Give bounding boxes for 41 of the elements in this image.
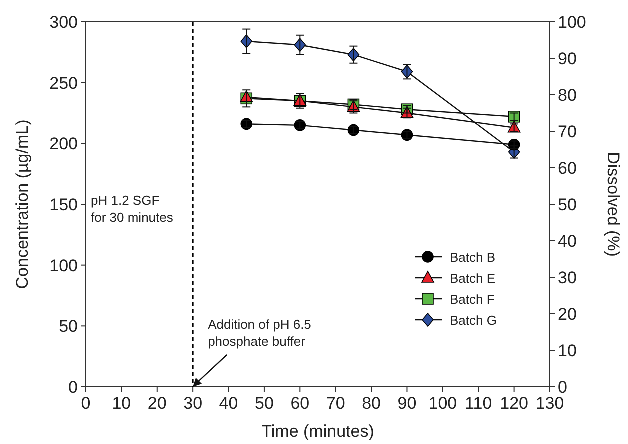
y2-tick-label: 100 xyxy=(558,13,586,32)
annotation: Addition of pH 6.5 phosphate buffer xyxy=(208,317,312,349)
y-tick-label: 0 xyxy=(68,378,78,397)
legend-label: Batch E xyxy=(450,271,496,286)
y-axis-title: Concentration (µg/mL) xyxy=(13,120,32,290)
x-tick-label: 100 xyxy=(428,394,458,413)
legend-label: Batch G xyxy=(450,313,497,328)
y2-tick-label: 30 xyxy=(558,268,577,288)
x-tick-label: 20 xyxy=(148,394,167,413)
x-tick-label: 40 xyxy=(219,394,238,413)
y-tick-label: 300 xyxy=(50,13,78,32)
y-tick-label: 200 xyxy=(50,134,78,154)
x-tick-label: 130 xyxy=(536,394,564,413)
y2-tick-label: 20 xyxy=(558,305,577,324)
x-tick-label: 90 xyxy=(398,394,417,413)
y-tick-label: 100 xyxy=(50,256,78,276)
x-tick-label: 120 xyxy=(500,394,528,413)
x-tick-label: 60 xyxy=(290,394,310,413)
y-tick-label: 50 xyxy=(59,317,78,336)
x-tick-label: 50 xyxy=(255,394,274,413)
y2-tick-label: 90 xyxy=(558,50,577,68)
y2-tick-label: 40 xyxy=(558,232,577,251)
y2-tick-label: 80 xyxy=(558,86,577,105)
y2-tick-label: 10 xyxy=(558,342,577,360)
y2-tick-label: 0 xyxy=(558,378,568,397)
x-tick-label: 10 xyxy=(112,394,132,413)
y2-tick-label: 70 xyxy=(558,122,577,142)
y2-axis-title: Dissolved (%) xyxy=(604,152,623,257)
x-tick-label: 80 xyxy=(362,394,381,413)
x-tick-label: 70 xyxy=(326,394,346,413)
legend-label: Batch F xyxy=(450,292,495,307)
y-tick-label: 250 xyxy=(50,74,78,93)
x-axis-title: Time (minutes) xyxy=(262,422,374,441)
legend-label: Batch B xyxy=(450,250,496,265)
y2-tick-label: 60 xyxy=(558,159,577,178)
x-tick-label: 30 xyxy=(184,394,203,413)
y-tick-label: 150 xyxy=(50,196,78,214)
y2-tick-label: 50 xyxy=(558,196,577,214)
x-tick-label: 0 xyxy=(81,394,91,413)
annotation: pH 1.2 SGF for 30 minutes xyxy=(91,193,174,225)
x-tick-label: 110 xyxy=(465,394,492,413)
